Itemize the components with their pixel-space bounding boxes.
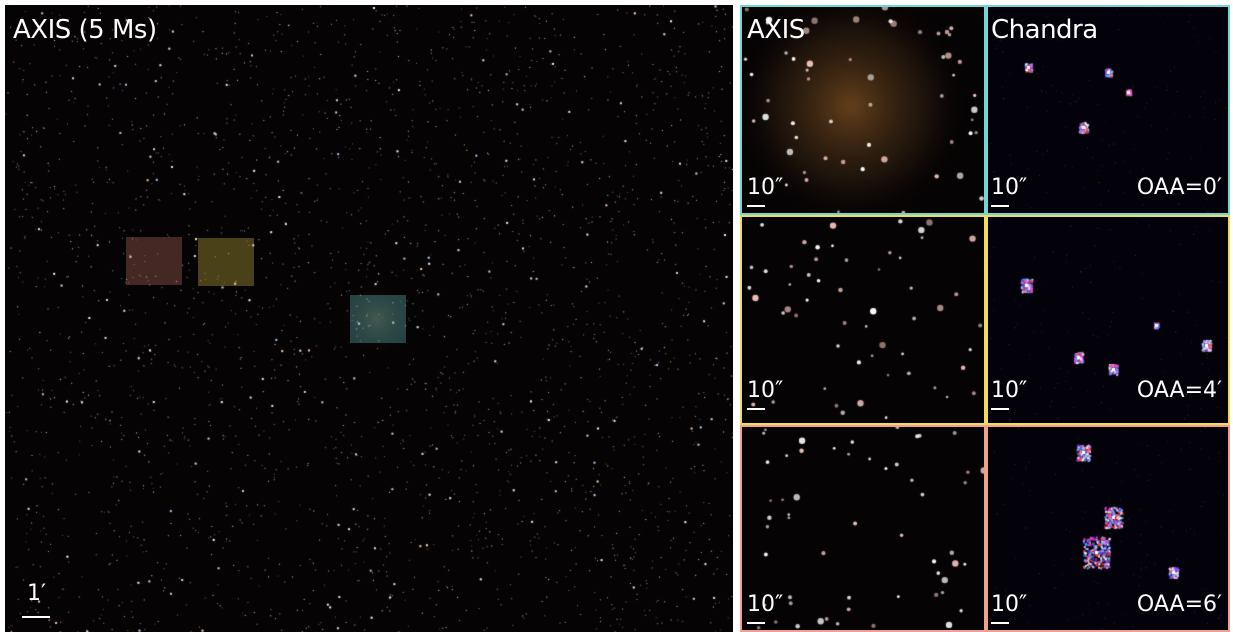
inset-axis-oaa0: AXIS 10″ [740, 5, 986, 215]
inset-scale-bar: 10″ [747, 175, 784, 207]
inset-scale-bar: 10″ [747, 592, 784, 624]
inset-scale-label: 10″ [747, 592, 784, 617]
oaa-label: OAA=0′ [1136, 175, 1222, 200]
main-scale-line [22, 616, 50, 618]
inset-column-title-chandra: Chandra [991, 15, 1098, 45]
inset-chandra-oaa0: Chandra 10″ OAA=0′ [986, 5, 1230, 215]
region-box-oaa-4 [198, 238, 254, 286]
inset-scale-label: 10″ [747, 378, 784, 403]
inset-scale-label: 10″ [991, 175, 1028, 200]
inset-scale-bar: 10″ [991, 592, 1028, 624]
inset-chandra-oaa6: 10″ OAA=6′ [986, 425, 1230, 632]
inset-axis-oaa6: 10″ [740, 425, 986, 632]
main-panel-title: AXIS (5 Ms) [13, 15, 157, 45]
oaa-label: OAA=6′ [1136, 592, 1222, 617]
inset-chandra-oaa6-image [988, 427, 1228, 630]
inset-scale-label: 10″ [991, 378, 1028, 403]
inset-chandra-oaa0-image [988, 7, 1228, 213]
main-scale-label: 1′ [27, 581, 46, 606]
inset-axis-oaa4-image [742, 217, 984, 423]
region-box-oaa-6 [126, 237, 182, 285]
region-box-oaa-0 [350, 295, 406, 343]
star-field-canvas [5, 5, 733, 632]
inset-scale-label: 10″ [991, 592, 1028, 617]
inset-chandra-oaa4-image [988, 217, 1228, 423]
inset-column-title-axis: AXIS [747, 15, 805, 45]
inset-axis-oaa0-image [742, 7, 984, 213]
inset-scale-bar: 10″ [991, 378, 1028, 410]
inset-axis-oaa6-image [742, 427, 984, 630]
inset-scale-label: 10″ [747, 175, 784, 200]
oaa-label: OAA=4′ [1136, 378, 1222, 403]
inset-axis-oaa4: 10″ [740, 215, 986, 425]
inset-scale-bar: 10″ [991, 175, 1028, 207]
main-scale-bar: 1′ [22, 583, 50, 618]
axis-deep-field-image: AXIS (5 Ms) 1′ [5, 5, 733, 632]
inset-chandra-oaa4: 10″ OAA=4′ [986, 215, 1230, 425]
inset-scale-bar: 10″ [747, 378, 784, 410]
